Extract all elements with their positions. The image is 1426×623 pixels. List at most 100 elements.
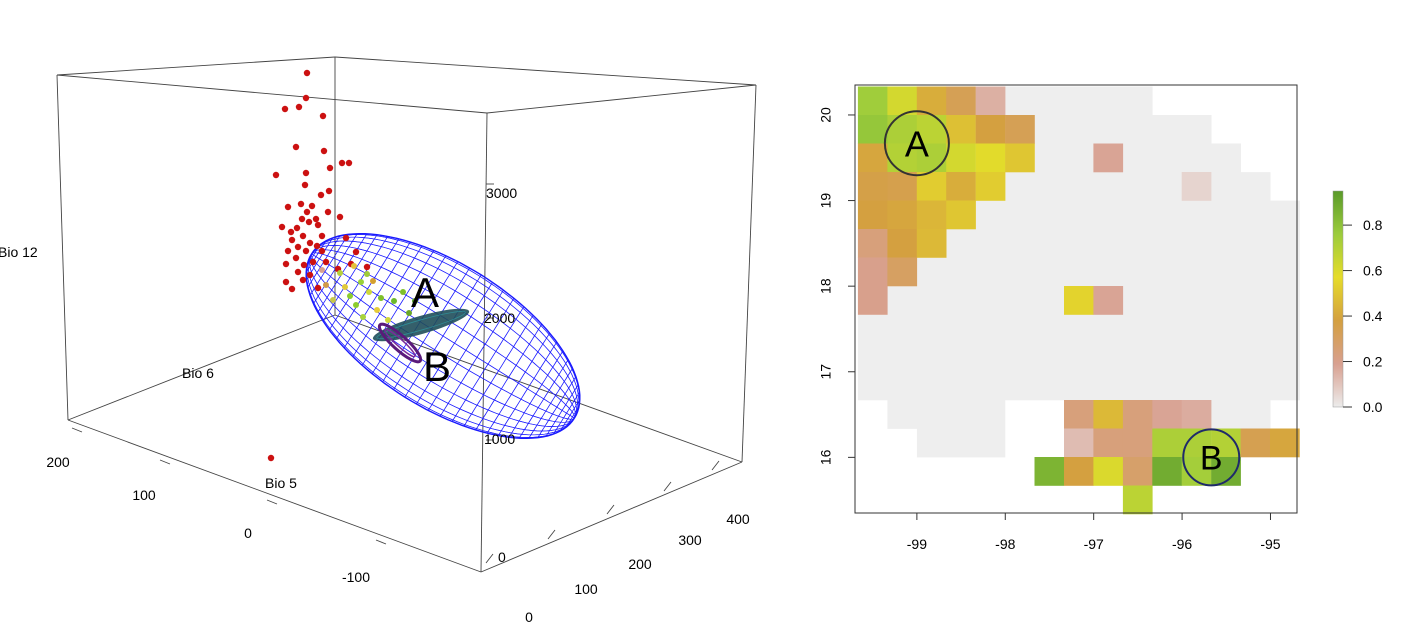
x-tick-label: -95 bbox=[1260, 536, 1280, 552]
ellipsoid-meridian bbox=[311, 253, 575, 419]
colored-point bbox=[391, 298, 397, 304]
ellipsoid-meridian bbox=[306, 253, 575, 438]
y-axis-label: Bio 6 bbox=[182, 365, 214, 381]
occurrence-point bbox=[267, 454, 275, 462]
raster-cell bbox=[857, 229, 888, 258]
colored-point bbox=[351, 263, 357, 269]
z-tick-label: 1000 bbox=[484, 431, 515, 447]
raster-cell bbox=[1152, 428, 1182, 458]
colored-point bbox=[330, 297, 336, 303]
x-axis-label: Bio 5 bbox=[265, 475, 297, 491]
raster-cell bbox=[916, 143, 947, 173]
occurrence-point bbox=[282, 278, 290, 286]
raster-cell bbox=[1270, 428, 1300, 458]
raster-cell bbox=[1122, 428, 1153, 458]
occurrence-point bbox=[284, 247, 292, 255]
occurrence-point bbox=[302, 94, 310, 102]
legend-tick-label: 0.8 bbox=[1363, 217, 1383, 233]
raster-cell bbox=[946, 143, 976, 173]
raster-cell bbox=[1093, 286, 1124, 315]
ellipsoid-meridian bbox=[310, 253, 575, 423]
label-a-3d: A bbox=[411, 269, 439, 316]
y-tick-label: 17 bbox=[818, 364, 834, 380]
occurrence-point bbox=[300, 261, 308, 269]
occurrence-point bbox=[319, 112, 327, 120]
x-tick-label: 0 bbox=[525, 609, 533, 623]
occurrence-point bbox=[272, 171, 280, 179]
raster-cell bbox=[916, 229, 947, 258]
occurrence-point bbox=[324, 208, 332, 216]
colored-point bbox=[412, 298, 418, 304]
raster-cell bbox=[946, 115, 976, 144]
ellipsoid-meridian bbox=[306, 253, 575, 436]
y-tick-label: -100 bbox=[342, 569, 370, 585]
colored-points bbox=[319, 263, 418, 323]
occurrence-point bbox=[322, 258, 330, 266]
raster-cell bbox=[1093, 400, 1124, 429]
occurrence-point bbox=[318, 232, 326, 240]
colored-point bbox=[400, 289, 406, 295]
raster-cell bbox=[1064, 400, 1094, 429]
colored-point bbox=[358, 279, 364, 285]
y-tick-label: 20 bbox=[818, 107, 834, 123]
label-b-3d: B bbox=[423, 343, 451, 390]
raster-cell bbox=[1005, 143, 1035, 173]
y-tick-label: 100 bbox=[132, 487, 156, 503]
occurrence-point bbox=[292, 143, 300, 151]
colored-point bbox=[374, 307, 380, 313]
map-frame bbox=[854, 84, 1298, 514]
colored-point bbox=[337, 270, 343, 276]
y-tick-label: 18 bbox=[818, 278, 834, 294]
raster-cell bbox=[975, 143, 1006, 173]
z-tick-label: 2000 bbox=[484, 310, 515, 326]
raster-cell bbox=[975, 115, 1006, 144]
occurrence-point bbox=[326, 164, 334, 172]
raster-cell bbox=[887, 200, 918, 230]
colored-point bbox=[347, 293, 353, 299]
raster-cell bbox=[887, 257, 918, 287]
x-tick-label: -99 bbox=[907, 536, 927, 552]
ellipsoid-outline bbox=[305, 233, 581, 439]
ellipse-b bbox=[377, 322, 423, 364]
occurrence-point bbox=[302, 247, 310, 255]
occurrence-point bbox=[336, 213, 344, 221]
3d-tick-marks bbox=[71, 183, 720, 564]
label-b-map: B bbox=[1200, 439, 1223, 477]
y-tick-label: 19 bbox=[818, 193, 834, 209]
raster-cell bbox=[1005, 115, 1035, 144]
z-axis-label: Bio 12 bbox=[0, 244, 38, 260]
occurrence-point bbox=[301, 181, 309, 189]
raster-cell bbox=[1093, 457, 1124, 486]
occurrence-point bbox=[298, 215, 306, 223]
x-tick-label: -98 bbox=[995, 536, 1015, 552]
label-a-map: A bbox=[905, 124, 929, 165]
legend-tick-label: 0.0 bbox=[1363, 399, 1383, 415]
raster-cell bbox=[1181, 172, 1212, 201]
ellipsoid-meridian bbox=[311, 245, 577, 419]
colored-point bbox=[366, 289, 372, 295]
raster-cell bbox=[1152, 400, 1182, 429]
colored-point bbox=[323, 282, 329, 288]
colored-point bbox=[360, 314, 366, 320]
ellipsoid-meridian bbox=[311, 234, 580, 419]
occurrence-point bbox=[305, 218, 313, 226]
raster-cell bbox=[1034, 457, 1065, 486]
raster-cell bbox=[857, 115, 888, 144]
legend-tick-label: 0.4 bbox=[1363, 308, 1383, 324]
x-tick-label: 300 bbox=[678, 532, 702, 548]
raster-cell bbox=[857, 257, 888, 287]
raster-cell bbox=[1122, 457, 1153, 486]
colored-point bbox=[364, 271, 370, 277]
ellipsoid-meridian bbox=[307, 253, 575, 432]
raster-cell bbox=[1064, 286, 1094, 315]
ellipsoid-meridian bbox=[310, 253, 575, 420]
raster-cell bbox=[887, 115, 918, 144]
occurrence-point bbox=[312, 215, 320, 223]
x-tick-label: 200 bbox=[628, 556, 652, 572]
occurrence-point bbox=[345, 159, 353, 167]
raster-cell bbox=[916, 200, 947, 230]
occurrence-point bbox=[317, 191, 325, 199]
raster-cell bbox=[916, 172, 947, 201]
